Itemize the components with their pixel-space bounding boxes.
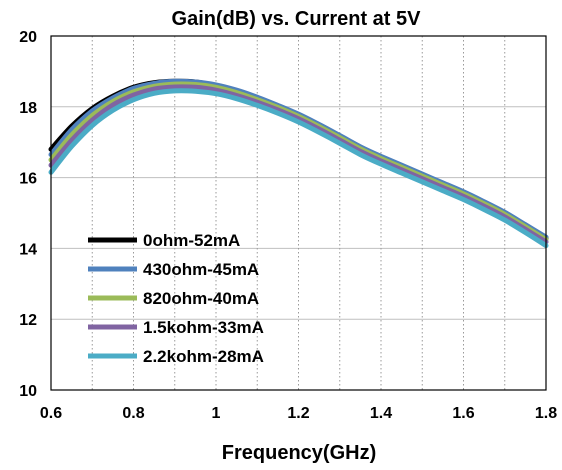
legend-label: 0ohm-52mA: [143, 231, 240, 250]
y-tick-label: 20: [19, 29, 37, 46]
y-tick-label: 14: [19, 241, 37, 258]
x-tick-label: 1.8: [535, 405, 557, 422]
tick-labels: 10 12 14 16 18 20 0.6 0.8 1 1.2 1.4 1.6 1.8: [19, 29, 557, 422]
x-tick-label: 1.4: [370, 405, 392, 422]
plot-frame: [50, 35, 547, 391]
x-tick-label: 1: [212, 405, 221, 422]
grid: [51, 36, 546, 390]
chart-title: Gain(dB) vs. Current at 5V: [172, 8, 422, 30]
series-layer: [48, 78, 549, 249]
series-line-4: [48, 88, 549, 249]
x-tick-label: 0.8: [122, 405, 144, 422]
y-tick-label: 16: [19, 171, 37, 188]
legend-label: 820ohm-40mA: [143, 289, 259, 308]
x-tick-label: 1.2: [287, 405, 309, 422]
x-tick-label: 1.6: [452, 405, 474, 422]
y-tick-label: 18: [19, 100, 37, 117]
x-axis-label: Frequency(GHz): [222, 442, 376, 464]
y-tick-label: 10: [19, 383, 37, 400]
legend-label: 430ohm-45mA: [143, 260, 259, 279]
legend: 0ohm-52mA 430ohm-45mA 820ohm-40mA 1.5kohm-3…: [88, 231, 264, 366]
y-tick-label: 12: [19, 312, 37, 329]
legend-label: 2.2kohm-28mA: [143, 347, 264, 366]
x-tick-label: 0.6: [40, 405, 62, 422]
series-line-3: [48, 84, 549, 245]
legend-label: 1.5kohm-33mA: [143, 318, 264, 337]
